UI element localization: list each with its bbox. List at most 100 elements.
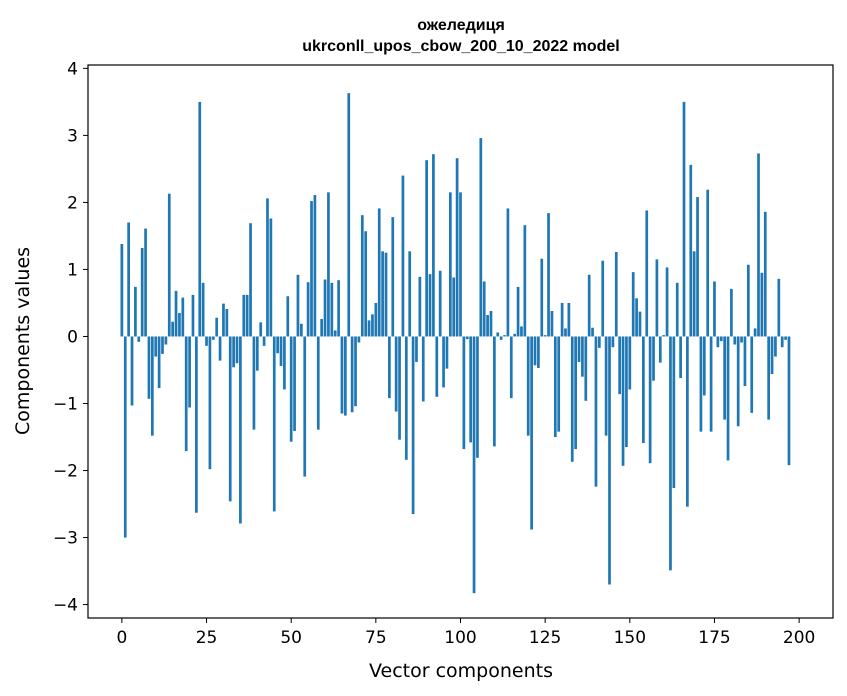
bar-24 — [201, 282, 205, 337]
bar-104 — [472, 336, 476, 594]
bar-8 — [147, 336, 151, 399]
y-axis-ticks: −4 −3 −2 −1 0 1 2 3 4 — [53, 59, 88, 616]
bar-107 — [482, 281, 486, 337]
bar-159 — [658, 336, 662, 363]
bar-181 — [733, 336, 737, 345]
bar-151 — [631, 272, 635, 337]
bar-128 — [553, 336, 557, 438]
bar-66 — [344, 336, 347, 416]
bar-92 — [432, 154, 435, 337]
bar-141 — [597, 336, 601, 348]
bar-29 — [218, 336, 222, 361]
bar-37 — [245, 294, 249, 337]
bar-101 — [462, 336, 466, 450]
bar-85 — [408, 251, 412, 337]
bar-79 — [388, 336, 391, 399]
bar-109 — [489, 311, 493, 337]
bar-96 — [445, 336, 449, 369]
x-axis-label: Vector components — [369, 660, 553, 682]
bar-47 — [279, 336, 283, 366]
x-tick-label: 175 — [698, 628, 730, 648]
y-tick-label: −4 — [53, 596, 78, 616]
bar-193 — [774, 336, 777, 357]
bar-87 — [415, 336, 418, 362]
bar-42 — [262, 336, 266, 346]
bar-27 — [211, 336, 215, 340]
bar-105 — [476, 336, 479, 458]
bar-108 — [486, 315, 489, 337]
bar-34 — [235, 336, 239, 364]
bar-35 — [239, 336, 242, 524]
bar-22 — [195, 336, 198, 513]
bar-167 — [686, 336, 689, 507]
y-tick-label: −3 — [53, 529, 78, 549]
bar-144 — [608, 336, 611, 585]
bar-102 — [465, 336, 469, 340]
bar-165 — [679, 336, 682, 379]
bar-97 — [448, 192, 452, 337]
y-tick-label: −2 — [53, 462, 78, 482]
bar-53 — [299, 323, 303, 337]
bar-61 — [327, 192, 330, 337]
bar-182 — [736, 336, 740, 427]
bar-73 — [367, 320, 371, 337]
bar-52 — [296, 274, 300, 337]
bar-6 — [140, 247, 144, 337]
bar-187 — [753, 328, 757, 337]
bar-114 — [506, 208, 510, 337]
bar-139 — [591, 327, 594, 337]
bar-197 — [787, 336, 791, 466]
bar-121 — [530, 336, 533, 530]
bar-155 — [645, 210, 649, 337]
bar-15 — [171, 321, 175, 337]
bar-112 — [499, 336, 503, 340]
bar-33 — [232, 336, 235, 368]
bar-188 — [757, 153, 760, 337]
bar-160 — [662, 335, 666, 337]
bar-62 — [330, 282, 334, 337]
bars-group — [120, 93, 791, 594]
bar-136 — [581, 336, 584, 377]
bar-91 — [428, 274, 432, 337]
bar-82 — [398, 336, 401, 440]
bar-56 — [310, 201, 313, 337]
bar-177 — [719, 336, 723, 342]
bar-55 — [306, 282, 310, 337]
bar-115 — [509, 336, 513, 399]
bar-122 — [533, 336, 537, 366]
bar-118 — [520, 326, 523, 337]
bar-98 — [452, 277, 456, 337]
bar-194 — [777, 278, 781, 337]
bar-90 — [425, 160, 428, 337]
bar-48 — [283, 336, 286, 390]
bar-163 — [672, 336, 676, 488]
bar-169 — [692, 251, 696, 337]
bar-30 — [222, 303, 225, 337]
bar-65 — [340, 336, 344, 414]
x-tick-label: 100 — [444, 628, 476, 648]
y-tick-label: 1 — [67, 260, 78, 280]
bar-129 — [557, 336, 561, 432]
bar-152 — [635, 298, 638, 337]
bar-89 — [421, 336, 425, 402]
bar-190 — [763, 211, 767, 337]
bar-142 — [601, 260, 605, 337]
bar-75 — [374, 302, 378, 337]
bar-147 — [618, 336, 622, 395]
bar-94 — [438, 270, 442, 337]
bar-23 — [198, 101, 202, 337]
bar-196 — [784, 336, 787, 340]
bar-134 — [574, 336, 577, 450]
bar-50 — [289, 336, 293, 442]
bar-117 — [516, 286, 520, 337]
plot-frame — [87, 64, 834, 619]
x-axis-ticks: 0 25 50 75 100 125 150 175 200 — [116, 618, 815, 648]
y-axis-label: Components values — [12, 247, 34, 435]
bar-113 — [503, 335, 506, 337]
x-tick-label: 0 — [116, 628, 127, 648]
bar-137 — [584, 336, 588, 401]
bar-138 — [587, 274, 591, 337]
bar-46 — [276, 336, 279, 354]
bar-49 — [286, 296, 290, 337]
